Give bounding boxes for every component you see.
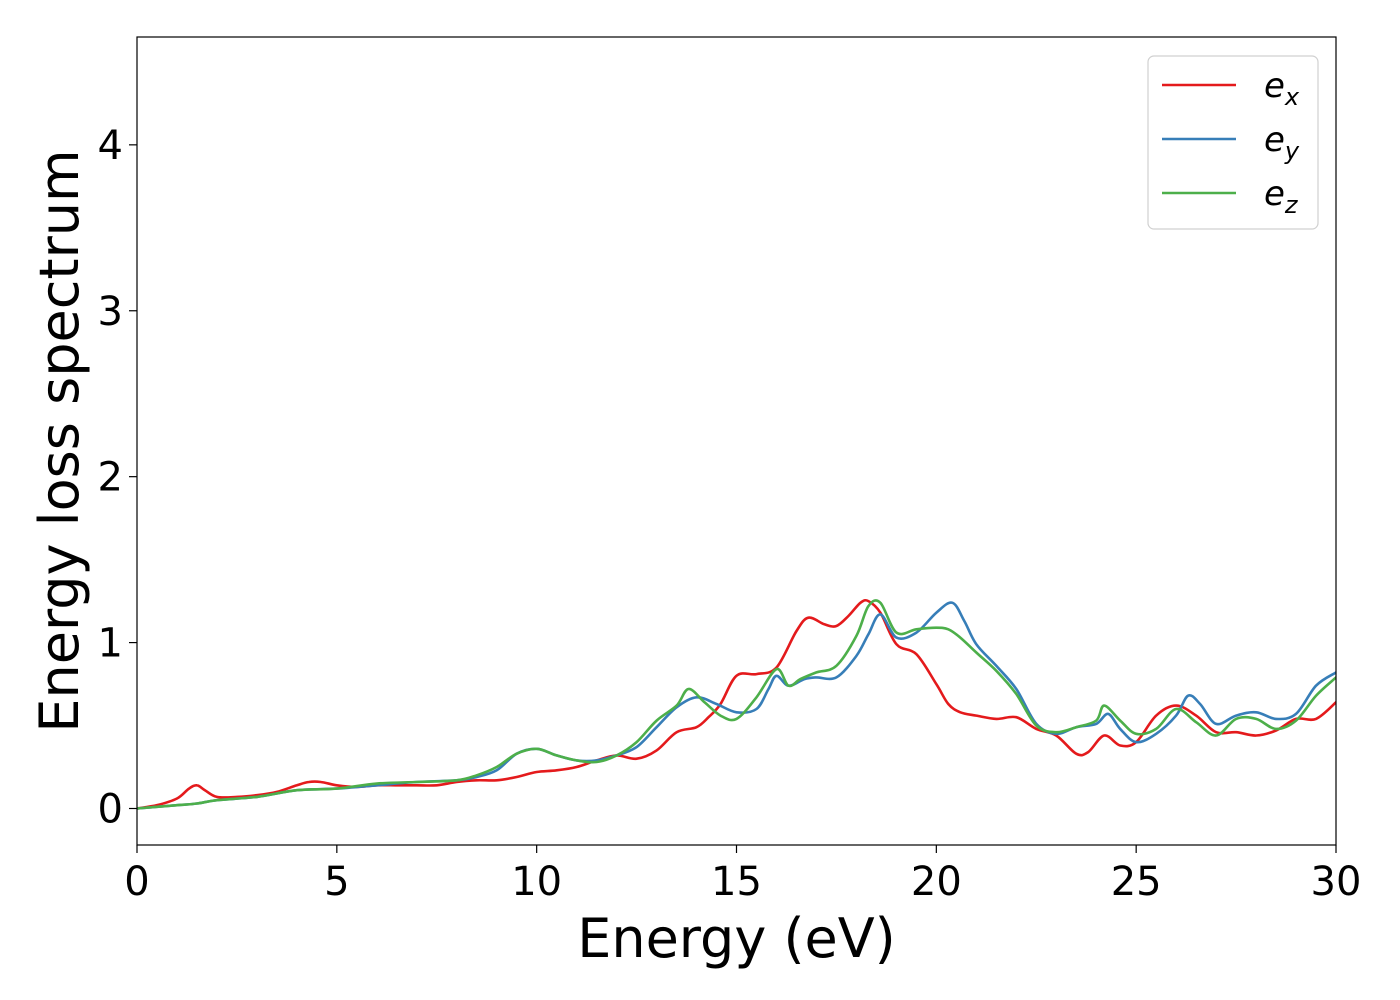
x-tick-label: 20 xyxy=(911,859,962,905)
y-axis: 0 1 2 3 4 xyxy=(98,123,137,832)
legend-label-y: ey xyxy=(1264,120,1300,165)
legend-label-x: ex xyxy=(1264,66,1300,111)
x-tick-label: 0 xyxy=(124,859,149,905)
y-tick-label: 2 xyxy=(98,455,123,501)
series-line-z xyxy=(137,599,1336,810)
x-tick-label: 30 xyxy=(1311,859,1362,905)
y-tick-label: 1 xyxy=(98,621,123,667)
legend-label-z: ez xyxy=(1264,174,1299,219)
x-tick-label: 25 xyxy=(1111,859,1162,905)
y-tick-label: 3 xyxy=(98,289,123,335)
y-tick-label: 0 xyxy=(98,786,123,832)
series-line-y xyxy=(137,601,1336,810)
series-lines xyxy=(137,598,1336,810)
y-tick-label: 4 xyxy=(98,123,123,169)
x-tick-label: 10 xyxy=(511,859,562,905)
x-axis: 0 5 10 15 20 25 30 xyxy=(124,845,1361,905)
legend: ex ey ez xyxy=(1147,55,1319,230)
series-line-x xyxy=(137,598,1336,810)
x-axis-title: Energy (eV) xyxy=(577,907,896,970)
y-axis-title: Energy loss spectrum xyxy=(28,149,91,732)
x-tick-label: 15 xyxy=(711,859,762,905)
legend-box xyxy=(1147,55,1319,230)
x-tick-label: 5 xyxy=(324,859,349,905)
